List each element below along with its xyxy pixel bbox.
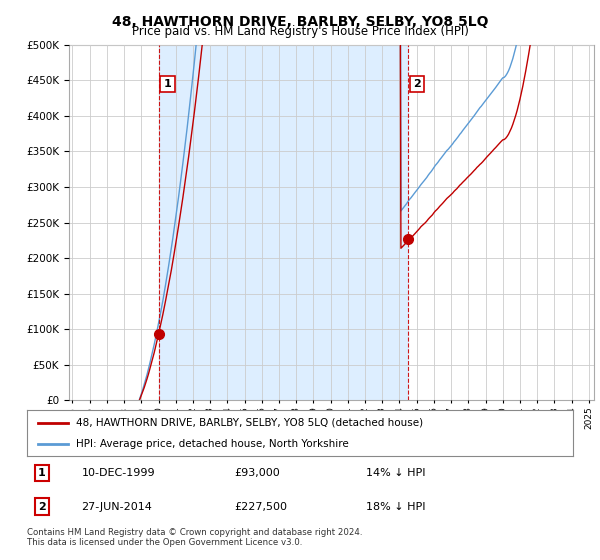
Bar (158, 45, 408, 400)
Text: 14% ↓ HPI: 14% ↓ HPI (365, 468, 425, 478)
Text: 48, HAWTHORN DRIVE, BARLBY, SELBY, YO8 5LQ: 48, HAWTHORN DRIVE, BARLBY, SELBY, YO8 5… (112, 15, 488, 29)
Text: Contains HM Land Registry data © Crown copyright and database right 2024.
This d: Contains HM Land Registry data © Crown c… (27, 528, 362, 547)
Text: 10-DEC-1999: 10-DEC-1999 (82, 468, 155, 478)
Text: £227,500: £227,500 (235, 502, 287, 511)
Text: 1: 1 (164, 79, 172, 89)
Text: HPI: Average price, detached house, North Yorkshire: HPI: Average price, detached house, Nort… (76, 439, 349, 449)
Text: 2: 2 (38, 502, 46, 511)
Text: Price paid vs. HM Land Registry's House Price Index (HPI): Price paid vs. HM Land Registry's House … (131, 25, 469, 38)
Text: 18% ↓ HPI: 18% ↓ HPI (365, 502, 425, 511)
Text: 2: 2 (413, 79, 421, 89)
Text: 1: 1 (38, 468, 46, 478)
Text: 48, HAWTHORN DRIVE, BARLBY, SELBY, YO8 5LQ (detached house): 48, HAWTHORN DRIVE, BARLBY, SELBY, YO8 5… (76, 418, 423, 428)
Text: £93,000: £93,000 (235, 468, 280, 478)
Text: 27-JUN-2014: 27-JUN-2014 (82, 502, 152, 511)
